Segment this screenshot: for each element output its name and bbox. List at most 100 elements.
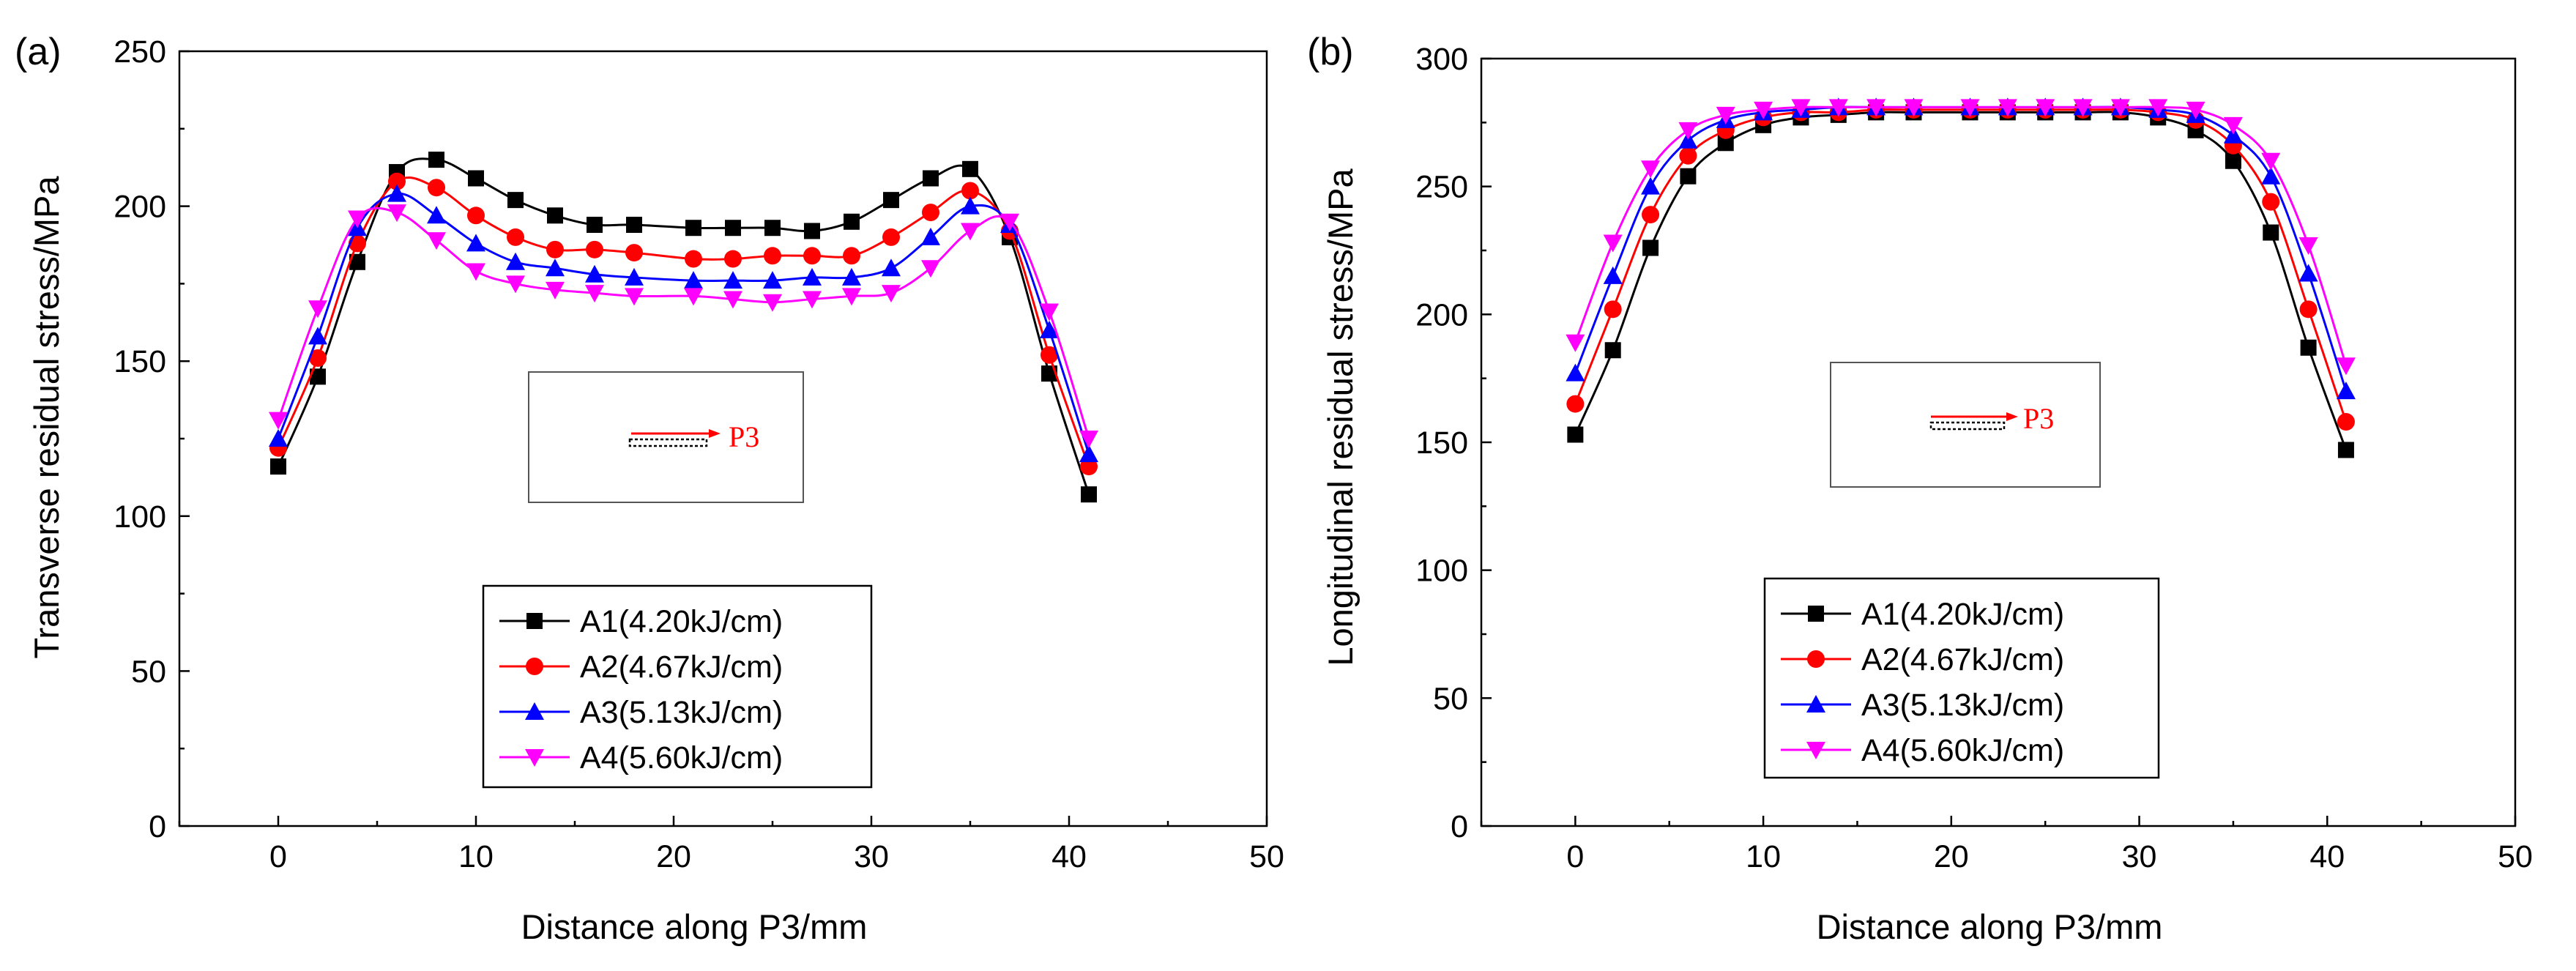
- data-point: [1604, 342, 1621, 359]
- data-point: [2336, 357, 2356, 376]
- legend-label: A4(5.60kJ/cm): [1861, 733, 2064, 768]
- data-point: [507, 228, 524, 246]
- data-point: [269, 412, 288, 430]
- series-triangle-up: [269, 184, 1098, 463]
- y-tick-label: 50: [1433, 681, 1468, 716]
- y-tick-label: 150: [1415, 425, 1468, 461]
- legend-marker: [525, 749, 544, 767]
- chart-panel-a: (a) Transverse residual stress/MPa Dista…: [15, 31, 1284, 946]
- data-point: [2261, 152, 2281, 171]
- data-point: [2298, 237, 2318, 256]
- data-point: [723, 271, 742, 289]
- data-point: [2337, 442, 2354, 458]
- data-point: [923, 170, 939, 187]
- data-point: [2073, 99, 2093, 117]
- data-point: [1079, 444, 1098, 463]
- data-point: [882, 258, 901, 277]
- y-tick-label: 0: [1451, 809, 1468, 844]
- legend-items: A1(4.20kJ/cm) A2(4.67kJ/cm) A3(5.13kJ/cm) A…: [1781, 597, 2064, 768]
- data-point: [427, 206, 446, 224]
- data-point: [625, 244, 643, 262]
- x-tick-label: 20: [656, 839, 691, 874]
- legend-marker: [526, 658, 543, 675]
- legend-frame: [482, 584, 873, 789]
- data-point: [882, 228, 900, 246]
- legend-item: A2(4.67kJ/cm): [1781, 642, 2064, 677]
- data-point: [585, 285, 604, 303]
- legend-item: A1(4.20kJ/cm): [1781, 597, 2064, 632]
- data-point: [309, 349, 327, 367]
- data-point: [1828, 99, 1848, 117]
- data-point: [2262, 193, 2280, 211]
- data-point: [1680, 168, 1697, 185]
- legend-marker: [525, 702, 544, 720]
- data-point: [844, 213, 860, 230]
- y-tick-label: 0: [149, 809, 166, 844]
- x-axis-title: Distance along P3/mm: [521, 907, 868, 946]
- data-point: [1604, 300, 1622, 319]
- data-point: [922, 204, 939, 222]
- x-tick-label: 40: [2309, 839, 2345, 874]
- data-point: [506, 275, 525, 294]
- data-point: [308, 300, 327, 319]
- y-tick-label: 200: [113, 190, 166, 225]
- data-point: [586, 240, 603, 258]
- data-point: [625, 288, 644, 306]
- panel-label: (b): [1307, 31, 1354, 73]
- data-point: [1960, 99, 1980, 117]
- data-point: [1866, 99, 1886, 117]
- data-point: [547, 207, 563, 224]
- data-point: [1642, 206, 1660, 224]
- data-point: [1904, 99, 1924, 117]
- panel-label: (a): [15, 31, 62, 73]
- data-point: [804, 223, 820, 239]
- data-point: [2337, 413, 2355, 431]
- data-point: [1679, 146, 1697, 165]
- x-tick-label: 0: [269, 839, 287, 874]
- legend-item: A3(5.13kJ/cm): [499, 695, 783, 730]
- data-point: [723, 291, 742, 309]
- data-point: [842, 288, 861, 306]
- data-point: [1567, 426, 1584, 443]
- plot-frame: [178, 50, 1268, 827]
- data-point: [585, 264, 604, 283]
- y-tick-label: 200: [1415, 297, 1468, 332]
- legend: A1(4.20kJ/cm) A2(4.67kJ/cm) A3(5.13kJ/cm) A…: [482, 584, 873, 789]
- data-point: [507, 192, 524, 209]
- y-tick-label: 100: [1415, 554, 1468, 589]
- data-point: [1603, 266, 1623, 284]
- legend-label: A2(4.67kJ/cm): [1861, 642, 2064, 677]
- data-point: [546, 240, 564, 258]
- y-axis-title: Transverse residual stress/MPa: [27, 176, 66, 659]
- data-point: [1041, 346, 1058, 364]
- data-point: [2223, 116, 2243, 135]
- legend-items: A1(4.20kJ/cm) A2(4.67kJ/cm) A3(5.13kJ/cm) A…: [499, 604, 783, 775]
- data-point: [2148, 99, 2168, 117]
- data-point: [961, 223, 980, 241]
- legend: A1(4.20kJ/cm) A2(4.67kJ/cm) A3(5.13kJ/cm) A…: [1763, 577, 2160, 779]
- legend-label: A1(4.20kJ/cm): [1861, 597, 2064, 632]
- data-point: [466, 263, 485, 281]
- x-tick-label: 40: [1051, 839, 1087, 874]
- legend-marker: [526, 613, 543, 629]
- legend-label: A3(5.13kJ/cm): [1861, 688, 2064, 723]
- data-point: [625, 267, 644, 286]
- data-point: [882, 285, 901, 303]
- data-point: [428, 152, 444, 168]
- x-tick-label: 0: [1566, 839, 1584, 874]
- data-point: [803, 247, 821, 265]
- data-point: [468, 170, 484, 187]
- legend-item: A1(4.20kJ/cm): [499, 604, 783, 639]
- data-point: [348, 210, 367, 228]
- data-point: [1678, 122, 1698, 140]
- inset-weld-bead: [1929, 421, 2006, 431]
- series-square: [270, 152, 1097, 503]
- data-point: [626, 216, 642, 233]
- data-point: [427, 232, 446, 250]
- data-point: [2263, 224, 2279, 241]
- y-axis-title: Longitudinal residual stress/MPa: [1321, 168, 1360, 666]
- series-triangle-up: [1566, 97, 2356, 400]
- legend-marker: [1807, 650, 1825, 668]
- legend-marker: [1806, 695, 1825, 713]
- data-point: [506, 252, 525, 270]
